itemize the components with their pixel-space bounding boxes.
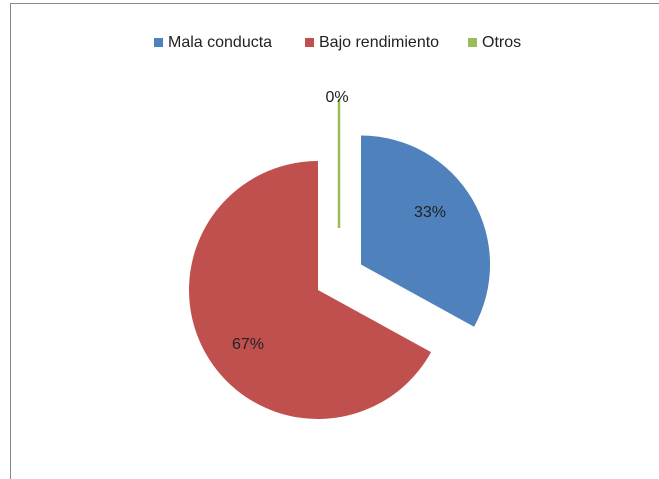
slice-label: 33%: [414, 204, 446, 221]
legend-swatch: [154, 38, 163, 47]
legend-label: Bajo rendimiento: [319, 34, 439, 51]
legend-label: Mala conducta: [168, 34, 272, 51]
slice-label: 0%: [325, 89, 348, 106]
legend-swatch: [305, 38, 314, 47]
legend-swatch: [468, 38, 477, 47]
slice-label: 67%: [232, 336, 264, 353]
legend-label: Otros: [482, 34, 521, 51]
pie-slice: [188, 161, 432, 420]
pie-slice: [361, 135, 491, 327]
